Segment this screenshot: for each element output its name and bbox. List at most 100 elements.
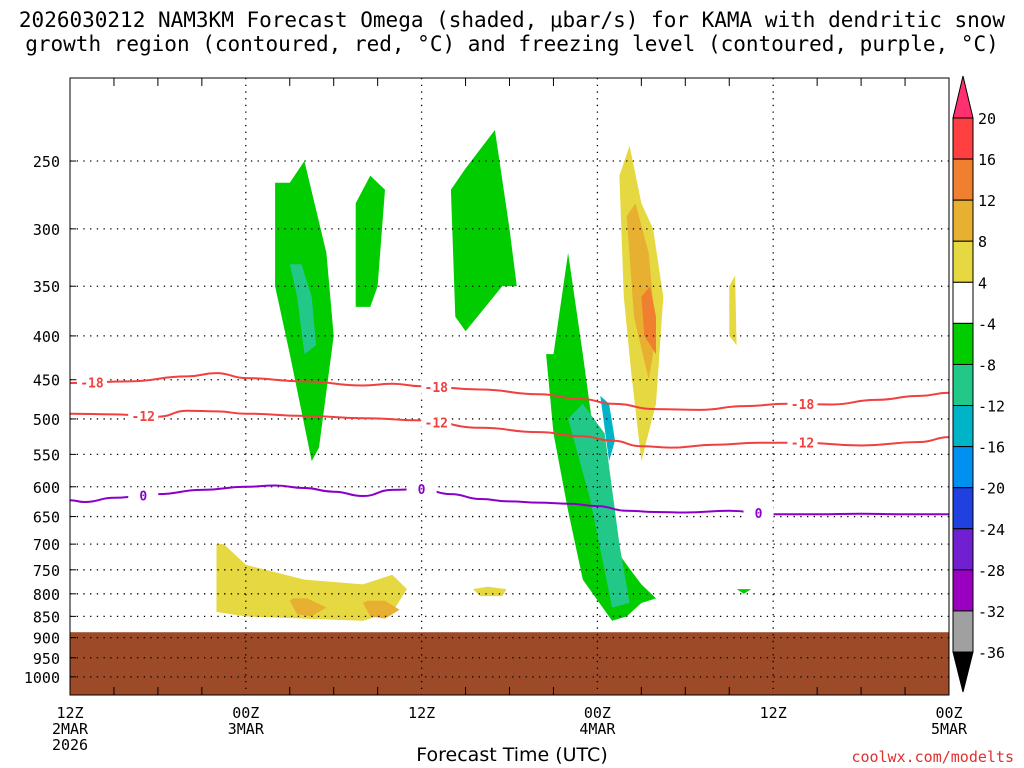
colorbar-label: -28 [978,562,1005,580]
x-tick-label: 00Z [584,704,611,722]
y-tick-label: 750 [33,562,60,580]
omega-shading-layer [216,130,752,621]
y-tick-label: 300 [33,221,60,239]
chart-title-line-2: growth region (contoured, red, °C) and f… [25,32,999,56]
contour-label--12: -12 [425,416,448,431]
colorbar-cell [952,322,974,365]
y-tick-label: 600 [33,479,60,497]
contour-label--18: -18 [791,398,815,413]
x-tick-label: 12Z [408,704,435,722]
contour-label-bg [128,407,159,424]
contour-label-0: 0 [139,489,147,504]
contour-label-bg [743,505,774,522]
site-credit: coolwx.com/modelts [851,748,1014,766]
contour-label-bg [787,396,818,413]
omega-region-12 [363,600,400,619]
colorbar-label: -4 [978,315,996,333]
y-tick-label: 350 [33,278,60,296]
omega-region-9 [641,286,656,355]
x-tick-label: 3MAR [228,720,265,738]
contour-label-bg [421,414,452,431]
colorbar-cell [952,281,974,324]
y-tick-label: 1000 [24,669,60,687]
contour-line--12 [70,409,949,449]
colorbar-label: -16 [978,439,1005,457]
y-tick-label: 650 [33,509,60,527]
y-axis-ticks: 250 300 350 400 450 500 550 600 650 700 750 800 850 9… [24,153,76,687]
colorbar-cell [952,487,974,530]
omega-region-3 [450,130,517,332]
y-tick-label: 800 [33,586,60,604]
y-tick-label: 700 [33,536,60,554]
colorbar-bottom-arrow [952,651,974,693]
colorbar-label: 8 [978,233,987,251]
colorbar-cell [952,610,974,653]
colorbar-label: -20 [978,480,1005,498]
x-tick-label: 12Z [760,704,787,722]
plot-frame [69,77,950,696]
omega-region-11 [289,598,327,617]
colorbar-label: -24 [978,521,1005,539]
contour-label--12: -12 [132,410,155,425]
chart-title-line-1: 2026030212 NAM3KM Forecast Omega (shaded… [18,8,1006,32]
omega-region-14 [736,589,752,594]
colorbar-label: 12 [978,192,996,210]
x-tick-label: 4MAR [579,720,616,738]
contour-label-bg [787,434,818,451]
x-axis-label: Forecast Time (UTC) [416,744,608,766]
y-tick-label: 850 [33,608,60,626]
contour-lines-layer: -18 -18 -18 -12 -12 -12 0 0 0 [70,372,949,522]
contour-label--18: -18 [80,376,104,391]
omega-region-15 [729,275,737,346]
y-tick-label: 450 [33,372,60,390]
colorbar-cell [952,528,974,571]
y-tick-label: 250 [33,153,60,171]
colorbar-cell [952,158,974,201]
y-tick-label: 900 [33,630,60,648]
y-tick-label: 400 [33,328,60,346]
x-tick-label: 2026 [52,736,88,754]
contour-label--12: -12 [791,437,814,452]
omega-region-4 [546,252,656,621]
colorbar-cell [952,405,974,448]
colorbar-cell [952,569,974,612]
colorbar-cell [952,240,974,283]
omega-region-6 [600,395,615,462]
omega-region-10 [216,544,407,621]
y-tick-label: 550 [33,446,60,464]
contour-line-0 [70,484,949,516]
colorbar-label: 4 [978,274,987,292]
colorbar-label: -36 [978,644,1005,662]
contour-label-bg [406,481,437,498]
contour-label-0: 0 [755,507,763,522]
colorbar: 20 16 12 8 4 -4 -8 -12 -16 -20 -24 -28 -32 -36 [952,75,1005,693]
colorbar-cell [952,199,974,242]
contour-label-bg [76,374,107,391]
x-tick-label: 00Z [232,704,259,722]
x-tick-label: 2MAR [52,720,89,738]
contour-label-0: 0 [418,483,426,498]
x-tick-label: 5MAR [931,720,968,738]
y-tick-label: 950 [33,650,60,668]
grid-layer [70,78,949,695]
omega-region-13 [472,586,507,597]
x-tick-label: 00Z [935,704,962,722]
omega-region-2 [355,175,385,307]
terrain-layer [70,632,949,695]
colorbar-cell [952,117,974,160]
contour-label-bg [421,379,452,396]
colorbar-cell [952,363,974,407]
x-tick-label: 12Z [56,704,83,722]
colorbar-top-arrow [952,75,974,119]
omega-region-1 [289,264,317,355]
y-tick-label: 500 [33,411,60,429]
colorbar-label: -8 [978,356,996,374]
contour-label-bg [128,487,159,504]
contour-label--18: -18 [425,381,449,396]
colorbar-cell [952,446,974,489]
colorbar-label: 20 [978,110,996,128]
colorbar-label: 16 [978,151,996,169]
terrain-below-surface [70,632,949,695]
